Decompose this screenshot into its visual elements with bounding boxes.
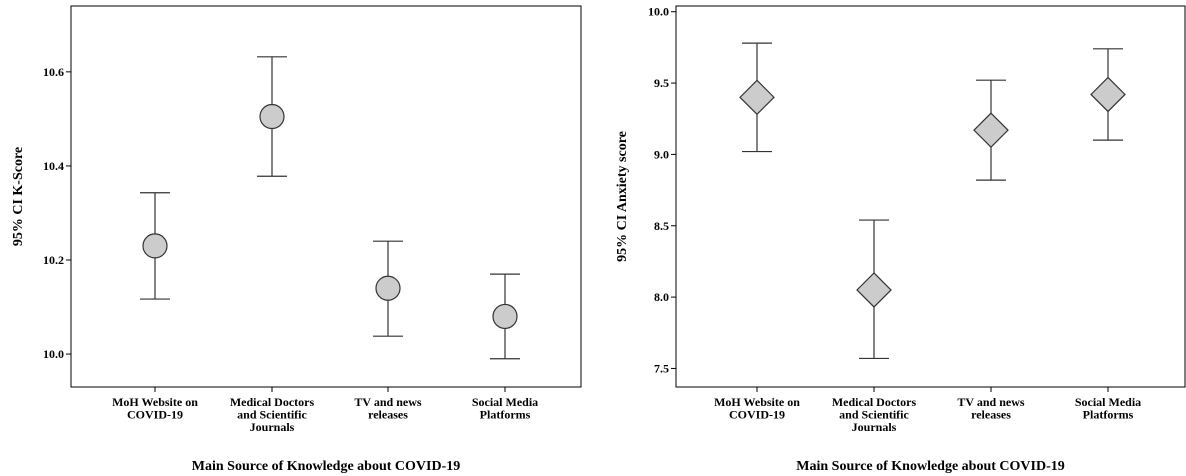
category-label-line: Social Media [1075,395,1141,409]
anxiety-score-chart: 7.5 8.0 8.5 9.0 9.5 10.0 MoH Website on COVID-1… [615,5,1186,474]
error-bar [373,240,403,337]
category-label: Social Media Platforms [472,395,538,422]
error-bar [1090,48,1126,141]
y-tick-label: 10.6 [43,65,64,79]
category-label: MoH Website on COVID-19 [714,395,800,422]
category-label-line: Social Media [472,395,538,409]
category-label-line: Journals [852,420,897,434]
x-axis-title: Main Source of Knowledge about COVID-19 [796,459,1064,474]
y-axis-title: 95% CI Anxiety score [615,131,630,262]
y-tick-label: 10.0 [43,347,64,361]
error-bar [973,79,1009,181]
mean-marker-circle [375,275,401,301]
y-tick-label: 10.2 [43,253,64,267]
error-bar [140,192,170,300]
category-label-line: Medical Doctors [230,395,315,409]
category-label-line: releases [971,408,1011,422]
category-label-line: Journals [250,420,295,434]
mean-marker-circle [259,103,285,130]
error-bar [490,273,520,360]
y-axis-title: 95% CI K-Score [11,147,26,246]
mean-marker-diamond [739,79,775,116]
category-label-line: MoH Website on [112,395,198,409]
error-bar [856,219,892,360]
category-label: Medical Doctors and Scientific Journals [832,395,917,434]
category-label-line: COVID-19 [729,408,785,422]
category-label-line: and Scientific [237,408,307,422]
category-label: Medical Doctors and Scientific Journals [230,395,315,434]
y-tick-label: 9.5 [654,76,669,90]
category-label-line: Platforms [1083,408,1134,422]
error-bar [257,56,287,177]
y-tick-label: 10.0 [648,5,669,19]
y-tick-label: 10.4 [43,159,64,173]
category-label: Social Media Platforms [1075,395,1141,422]
mean-marker-diamond [973,112,1009,148]
category-label-line: and Scientific [839,408,909,422]
category-label: TV and news releases [957,395,1024,422]
mean-marker-diamond [856,272,892,308]
category-label-line: releases [368,408,408,422]
plot-frame [675,5,1186,388]
k-score-chart: 10.0 10.2 10.4 10.6 MoH Website on COVID-19 Me… [11,5,582,474]
category-label-line: TV and news [957,395,1024,409]
category-label-line: MoH Website on [714,395,800,409]
category-label-line: COVID-19 [127,408,183,422]
mean-marker-diamond [1090,76,1126,113]
plot-frame [70,5,582,388]
y-tick-label: 7.5 [654,361,669,375]
mean-marker-circle [492,303,518,330]
y-tick-label: 8.5 [654,219,669,233]
category-label-line: TV and news [354,395,421,409]
mean-marker-circle [142,233,168,259]
x-axis-title: Main Source of Knowledge about COVID-19 [192,459,460,474]
y-tick-label: 8.0 [654,290,669,304]
category-label: MoH Website on COVID-19 [112,395,198,422]
y-tick-label: 9.0 [654,147,669,161]
category-label-line: Medical Doctors [832,395,917,409]
error-bar [739,42,775,153]
category-label-line: Platforms [480,408,531,422]
category-label: TV and news releases [354,395,421,422]
